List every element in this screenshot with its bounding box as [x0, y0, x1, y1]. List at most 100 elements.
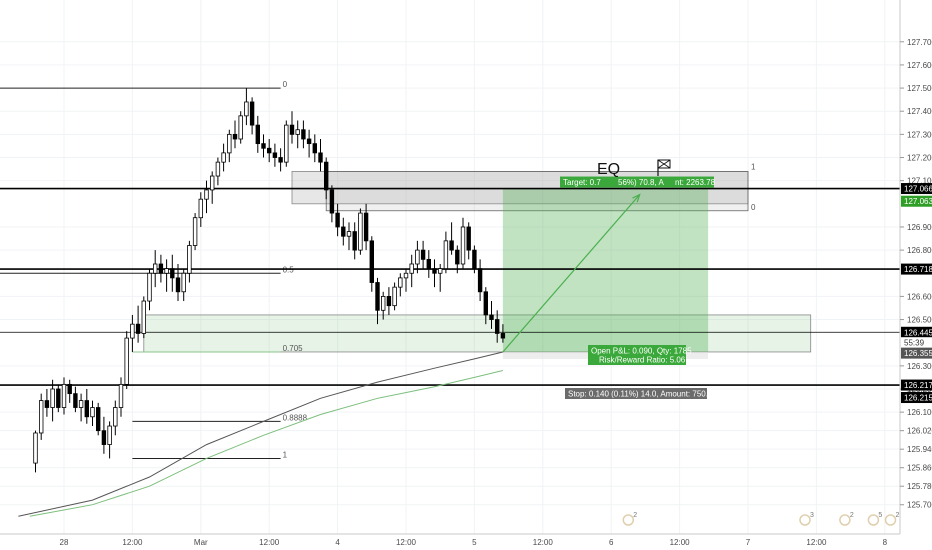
candle-38: [249, 97, 255, 135]
candle-body-67: [415, 249, 420, 265]
candle-23: [164, 259, 169, 292]
position-tool[interactable]: Target: 0.7 56%) 70.8, A nt: 2263.78 Open P…: [502, 176, 716, 399]
candle-body-47: [301, 129, 306, 140]
price-label-4: 55:39: [904, 339, 925, 348]
candle-body-6: [67, 383, 72, 395]
price-label-bg-7: [901, 392, 932, 404]
ma-dark-line: [18, 351, 504, 517]
candle-body-62: [386, 296, 392, 307]
pl-label: Open P&L: 0.090, Qty: 1785: [591, 347, 692, 356]
price-label-7: 126.215: [904, 394, 932, 403]
event-marker-badge-3: 5: [878, 512, 882, 519]
candle-body-32: [215, 161, 221, 177]
candle-body-73: [449, 240, 454, 251]
rr-label: Risk/Reward Ratio: 5.06: [599, 356, 686, 365]
candle-body-61: [380, 296, 386, 311]
price-label-bg-2: [901, 263, 932, 275]
event-marker-0[interactable]: 2: [622, 512, 637, 526]
event-marker-2[interactable]: 2: [839, 512, 854, 526]
candle-body-41: [266, 147, 272, 154]
time-tick-11: 12:00: [806, 538, 827, 547]
candle-49: [312, 134, 317, 163]
price-tick-8: 126.800: [907, 246, 932, 255]
candle-22: [158, 254, 164, 283]
candle-58: [363, 203, 369, 251]
event-marker-4[interactable]: 2: [884, 512, 900, 526]
candle-body-15: [118, 383, 124, 408]
candle-42: [272, 143, 278, 167]
candle-63: [392, 282, 397, 311]
candle-59: [369, 236, 374, 292]
price-tick-17: 125.780: [907, 482, 932, 491]
candle-body-17: [130, 323, 135, 339]
moving-averages: [18, 351, 504, 517]
time-axis[interactable]: 28 12:00 Mar 12:00 4 12:00 5 12:00 6 12:00 7 12:00 8: [0, 533, 932, 550]
candle-body-30: [204, 189, 209, 200]
candle-31: [209, 171, 215, 204]
candle-20: [147, 268, 152, 311]
fib-zone-label-top: 1: [751, 162, 756, 171]
candle-body-65: [403, 272, 409, 279]
candle-15: [118, 377, 124, 417]
candle-2: [44, 389, 50, 417]
candle-body-44: [284, 124, 289, 163]
candle-body-43: [278, 157, 283, 163]
candle-45: [289, 111, 295, 144]
horizontal-lines[interactable]: [0, 187, 900, 386]
candle-body-22: [158, 263, 164, 274]
candle-body-16: [124, 337, 129, 385]
candle-36: [238, 111, 243, 144]
event-marker-3[interactable]: 5: [867, 512, 882, 526]
candle-13: [107, 421, 112, 459]
candle-4: [56, 384, 61, 413]
candle-71: [437, 264, 443, 292]
price-tick-2: 127.500: [907, 84, 932, 93]
candle-body-58: [363, 212, 369, 242]
fib-zone-label-bottom: 0: [751, 203, 756, 212]
candle-body-36: [238, 115, 243, 140]
candle-6: [67, 379, 72, 403]
candle-43: [278, 148, 283, 172]
candle-body-29: [198, 198, 203, 219]
candle-body-39: [255, 124, 260, 145]
candle-body-82: [500, 333, 506, 339]
candle-56: [352, 222, 357, 260]
candle-body-18: [135, 323, 141, 334]
time-axis-bg: [0, 534, 932, 550]
price-tick-1: 127.600: [907, 61, 932, 70]
candle-30: [204, 180, 209, 214]
candle-25: [175, 264, 181, 302]
price-label-bg-5: [901, 347, 932, 359]
candle-body-48: [306, 138, 312, 145]
candle-body-42: [272, 152, 278, 158]
candle-body-68: [420, 249, 426, 260]
price-label-5: 126.355: [904, 349, 932, 358]
candle-3: [50, 379, 55, 422]
candle-75: [460, 217, 466, 269]
candle-81: [494, 310, 500, 343]
candle-32: [215, 157, 221, 186]
candle-body-3: [50, 388, 55, 408]
candle-19: [141, 296, 146, 339]
event-marker-badge-0: 2: [633, 512, 637, 519]
event-marker-1[interactable]: 3: [799, 512, 814, 526]
price-tick-0: 127.700: [907, 38, 932, 47]
candle-body-4: [56, 388, 61, 408]
highlight-zones: 10: [143, 162, 812, 353]
time-tick-10: 7: [746, 538, 751, 547]
price-tick-3: 127.400: [907, 107, 932, 116]
candle-body-60: [375, 282, 380, 311]
fib-label-2: 0.705: [283, 344, 304, 353]
price-axis[interactable]: 127.700 127.600 127.500 127.400 127.300 127.2…: [899, 0, 932, 534]
candle-61: [380, 291, 386, 320]
candle-body-52: [329, 189, 335, 214]
candle-body-5: [61, 383, 67, 408]
price-label-bg-6: [901, 379, 932, 391]
candle-body-80: [489, 314, 494, 320]
candle-body-71: [437, 268, 443, 274]
candle-body-10: [90, 407, 95, 418]
candles: [33, 88, 506, 473]
fib-label-4: 1: [283, 450, 288, 459]
